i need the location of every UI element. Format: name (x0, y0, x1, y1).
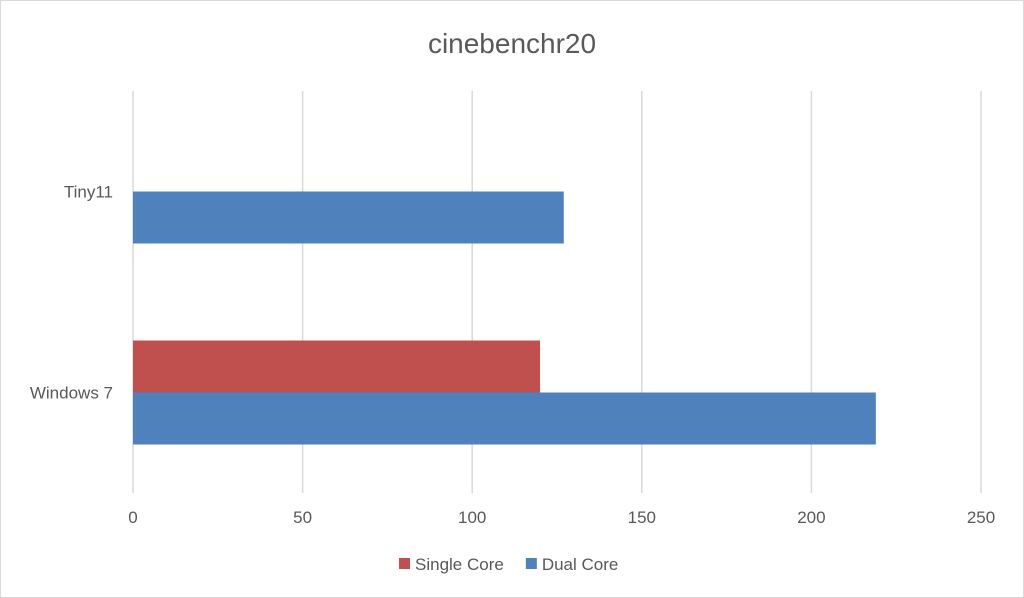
bars (133, 191, 876, 445)
legend-swatch-0 (399, 558, 410, 569)
legend: Single Core Dual Core (399, 555, 618, 574)
legend-swatch-1 (525, 558, 537, 569)
x-tick-label-250: 250 (967, 508, 995, 527)
bar-dual-core-windows-7 (133, 392, 876, 445)
x-tick-label-100: 100 (458, 508, 486, 527)
chart-title: cinebenchr20 (428, 28, 596, 59)
legend-label-1: Dual Core (542, 555, 619, 574)
x-tick-label-200: 200 (797, 508, 825, 527)
category-label-1: Windows 7 (30, 384, 113, 403)
category-label-0: Tiny11 (64, 183, 113, 202)
x-tick-label-0: 0 (128, 508, 137, 527)
legend-label-0: Single Core (415, 555, 504, 574)
x-tick-label-150: 150 (628, 508, 656, 527)
bar-single-core-windows-7 (133, 340, 541, 393)
category-labels: Tiny11 Windows 7 (30, 183, 113, 403)
x-axis-ticks: 0 50 100 150 200 250 (128, 508, 995, 527)
x-tick-label-50: 50 (293, 508, 312, 527)
bar-dual-core-tiny11 (133, 191, 564, 244)
